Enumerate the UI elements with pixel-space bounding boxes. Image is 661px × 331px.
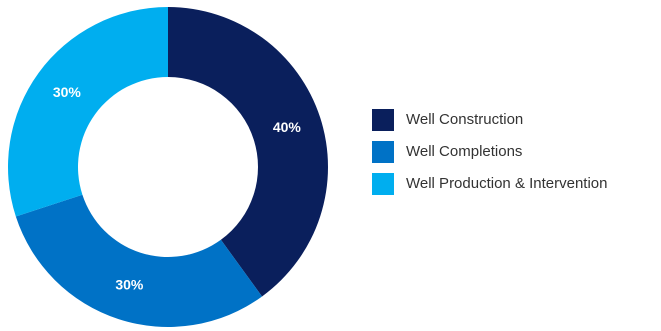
slice-well-construction (168, 7, 328, 297)
legend-label-well-production-and-intervention: Well Production & Intervention (406, 175, 608, 192)
slice-label-well-construction: 40% (273, 119, 302, 135)
chart-legend: Well Construction Well Completions Well Pr… (372, 109, 608, 195)
slice-label-well-completions: 30% (115, 277, 144, 293)
slice-well-production-and-intervention (7, 7, 169, 217)
legend-swatch-well-production-and-intervention (372, 173, 394, 195)
slice-well-completions (15, 194, 263, 328)
legend-label-well-construction: Well Construction (406, 111, 523, 128)
legend-swatch-well-construction (372, 109, 394, 131)
donut-slices (7, 7, 328, 328)
legend-label-well-completions: Well Completions (406, 143, 522, 160)
slice-labels: 40% 30% 30% (53, 84, 302, 292)
slice-label-well-production-and-intervention: 30% (53, 84, 82, 100)
legend-swatch-well-completions (372, 141, 394, 163)
